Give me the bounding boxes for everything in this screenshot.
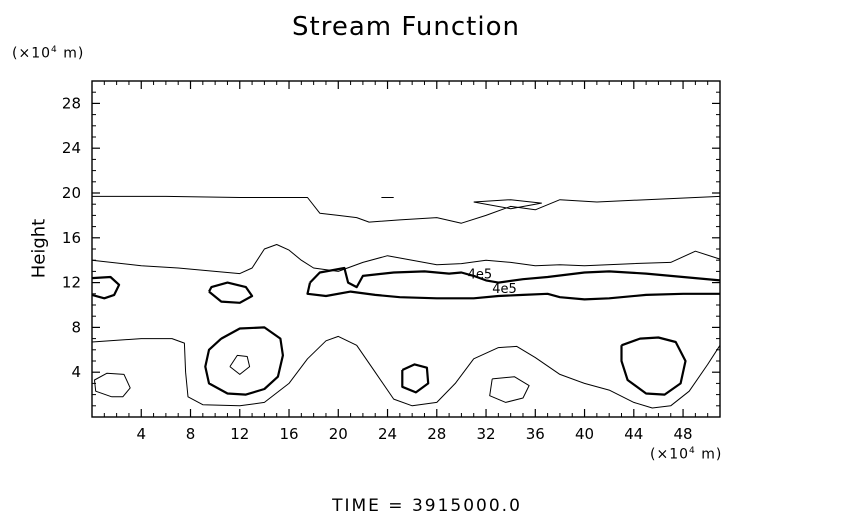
x-tick-label-5: 24 (378, 425, 397, 443)
y-tick-label-5: 24 (62, 139, 81, 157)
y-axis-ticks: 4 8 12 16 20 24 28 (62, 91, 720, 407)
x-tick-label-2: 12 (230, 425, 249, 443)
contour-thin-0 (92, 195, 721, 224)
x-tick-label-11: 48 (674, 425, 693, 443)
contour-thick-3 (306, 282, 720, 301)
chart-title: Stream Function (292, 12, 520, 42)
contour-thin-3 (91, 244, 721, 275)
x-axis-unit: (×104 m) (650, 446, 723, 463)
contour-thin-6 (489, 376, 530, 403)
contour-thin-7 (229, 354, 251, 375)
time-label: TIME = 3915000.0 (332, 496, 522, 516)
contour-thick-6 (620, 336, 687, 396)
y-tick-label-3: 16 (62, 229, 81, 247)
x-axis-ticks: 4 8 12 16 20 24 28 32 36 40 44 48 (103, 81, 709, 443)
contour-thick-0 (91, 275, 121, 300)
contour-thick-2 (309, 266, 721, 289)
y-tick-label-1: 8 (71, 318, 81, 336)
contour-label-0: 4e5 (468, 268, 493, 283)
contour-thick-1 (208, 281, 254, 304)
x-tick-label-3: 16 (279, 425, 298, 443)
contour-thick-4 (204, 326, 284, 396)
contour-thick-5 (401, 363, 430, 394)
x-tick-label-1: 8 (186, 425, 196, 443)
contour-thin-4 (91, 335, 721, 409)
x-tick-label-8: 36 (526, 425, 545, 443)
contour-thin-1 (473, 199, 542, 210)
x-tick-label-9: 40 (575, 425, 594, 443)
y-tick-label-2: 12 (62, 274, 81, 292)
x-tick-label-0: 4 (136, 425, 146, 443)
contour-label-1: 4e5 (492, 282, 517, 297)
y-tick-label-4: 20 (62, 184, 81, 202)
x-tick-label-6: 28 (427, 425, 446, 443)
y-tick-label-6: 28 (62, 94, 81, 112)
y-tick-label-0: 4 (71, 363, 81, 381)
x-tick-label-4: 20 (329, 425, 348, 443)
x-tick-label-7: 32 (476, 425, 495, 443)
contour-thin-5 (94, 372, 131, 398)
x-tick-label-10: 44 (624, 425, 643, 443)
plot-frame (91, 80, 721, 418)
contour-lines (91, 195, 721, 409)
y-axis-unit: (×104 m) (12, 45, 85, 62)
